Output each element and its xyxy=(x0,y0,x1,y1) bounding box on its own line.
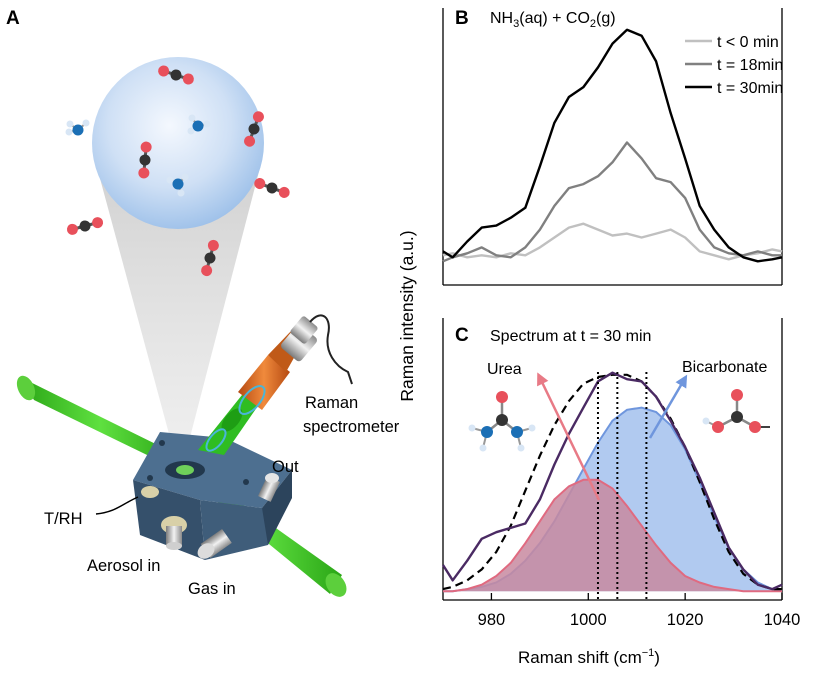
x-axis-label-sup: −1 xyxy=(642,647,655,659)
legend-label-t-18min: t = 18min xyxy=(717,57,783,74)
panel-b-title-sub2: 2 xyxy=(590,18,596,30)
co2-molecules xyxy=(66,65,290,277)
panel-b-series xyxy=(442,28,783,263)
aerosol-in-label: Aerosol in xyxy=(87,557,160,575)
projection-cone xyxy=(95,160,262,445)
panel-b-title-post: (g) xyxy=(596,10,616,27)
bicarbonate-molecule xyxy=(702,389,770,433)
x-axis-label-end: ) xyxy=(654,648,660,667)
x-axis-label: Raman shift (cm−1) xyxy=(518,647,660,667)
line-fit xyxy=(442,373,782,591)
x-tick-label-1000: 1000 xyxy=(570,611,607,629)
line-urea xyxy=(443,478,782,593)
legend-label-t-30min: t = 30min xyxy=(717,80,783,97)
aerosol-droplet xyxy=(92,57,264,229)
panel-b-title: NH3(aq) + CO2(g) xyxy=(490,10,616,30)
trh-leader-line xyxy=(95,496,139,515)
urea-label: Urea xyxy=(487,361,522,378)
raman-label-line2: spectrometer xyxy=(303,418,400,436)
x-tick-label-1020: 1020 xyxy=(667,611,704,629)
panel-c-spectra xyxy=(441,371,783,593)
panel-c-x-ticks: 980 1000 1020 1040 xyxy=(478,593,801,629)
series-line-t-18min xyxy=(442,141,782,263)
panel-b-title-mid: (aq) + CO xyxy=(519,10,590,27)
out-label: Out xyxy=(272,458,299,476)
nh3-molecules xyxy=(65,114,211,197)
x-tick-label-1040: 1040 xyxy=(764,611,801,629)
panel-a-label: A xyxy=(6,8,20,29)
urea-molecule xyxy=(468,391,536,452)
urea-arrow xyxy=(537,372,601,501)
x-axis-label-main: Raman shift (cm xyxy=(518,648,642,667)
raman-label-line1: Raman xyxy=(305,394,358,412)
panel-c-label: C xyxy=(455,325,469,346)
panel-b-title-sub1: 3 xyxy=(513,18,519,30)
series-line-t-0-min xyxy=(442,222,783,261)
x-tick-label-980: 980 xyxy=(478,611,506,629)
legend-label-t-0-min: t < 0 min xyxy=(717,34,779,51)
panel-c-title: Spectrum at t = 30 min xyxy=(490,328,651,345)
panel-b-legend: t < 0 min t = 18min t = 30min xyxy=(685,34,783,97)
area-urea xyxy=(443,479,782,592)
bicarbonate-label: Bicarbonate xyxy=(682,359,767,376)
panel-a: A xyxy=(6,8,400,598)
trh-label: T/RH xyxy=(44,510,83,528)
ports xyxy=(141,473,280,559)
bicarbonate-arrow xyxy=(648,374,688,439)
panel-b-title-pre: NH xyxy=(490,10,513,27)
raman-optics xyxy=(198,314,353,455)
panels-bc: B NH3(aq) + CO2(g) t < 0 min t = 18min t =… xyxy=(397,8,800,667)
line-measured xyxy=(441,371,783,591)
y-axis-label: Raman intensity (a.u.) xyxy=(397,230,417,401)
panel-c-reference-lines xyxy=(596,372,648,600)
series-line-t-30min xyxy=(442,28,783,263)
gas-in-label: Gas in xyxy=(188,580,236,598)
panel-b-label: B xyxy=(455,8,469,29)
